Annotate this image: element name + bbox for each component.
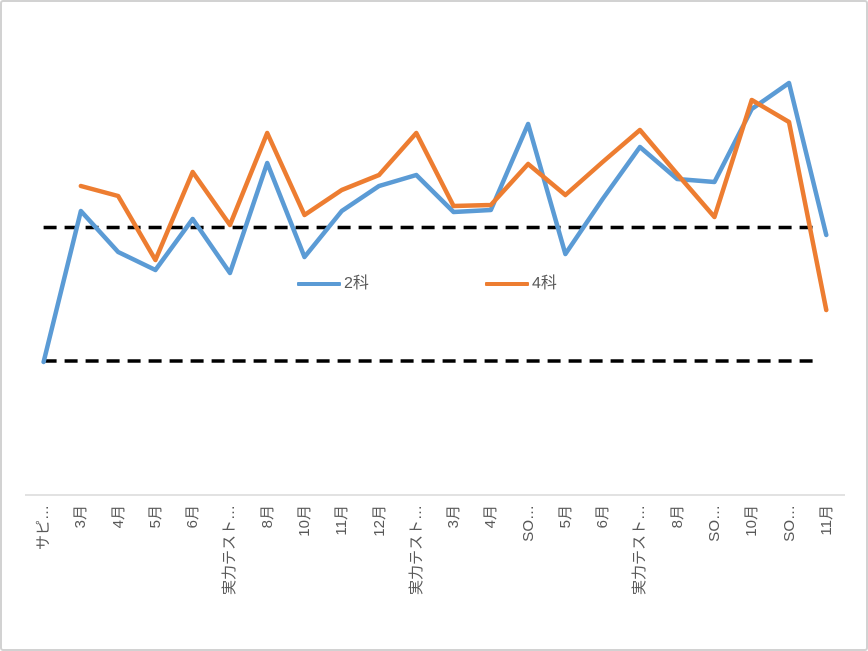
series-line-0[interactable] bbox=[41, 80, 829, 365]
legend-label: 2科 bbox=[344, 275, 369, 292]
legend-item-2ka[interactable]: 2科 bbox=[297, 272, 369, 296]
legend-label: 4科 bbox=[532, 275, 557, 292]
legend-line-sample-orange bbox=[485, 281, 529, 287]
legend-line-sample-blue bbox=[297, 281, 341, 287]
series-line-1[interactable] bbox=[78, 97, 829, 313]
legend-item-4ka[interactable]: 4科 bbox=[485, 272, 557, 296]
